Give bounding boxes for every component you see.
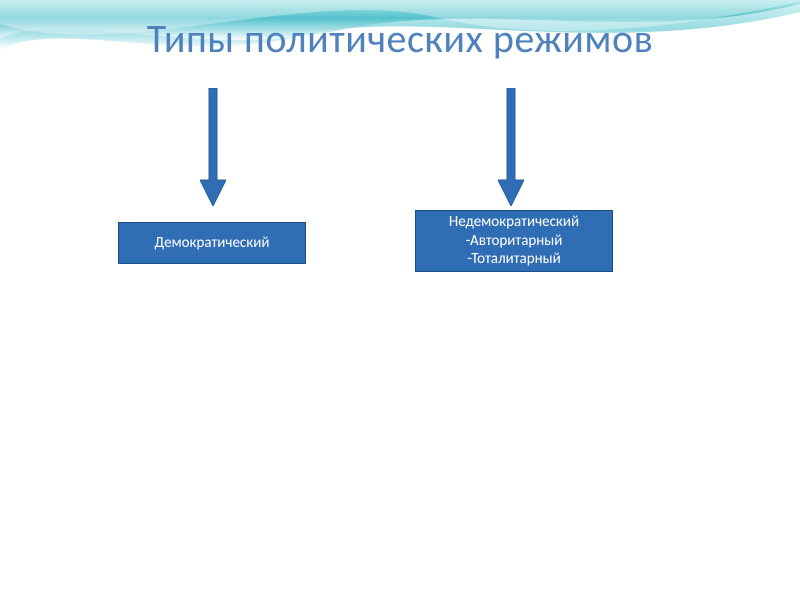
box-text: Недемократический — [449, 213, 579, 232]
box-text: -Тоталитарный — [467, 250, 560, 269]
arrow-down-left — [200, 88, 226, 206]
slide: Типы политических режимов Демократически… — [0, 0, 800, 600]
box-text: -Авторитарный — [466, 232, 563, 251]
box-democratic: Демократический — [118, 222, 306, 264]
box-nondemocratic: Недемократический -Авторитарный -Тоталит… — [415, 210, 613, 272]
box-text: Демократический — [155, 234, 270, 253]
slide-title: Типы политических режимов — [0, 14, 800, 63]
arrow-down-right — [498, 88, 524, 206]
